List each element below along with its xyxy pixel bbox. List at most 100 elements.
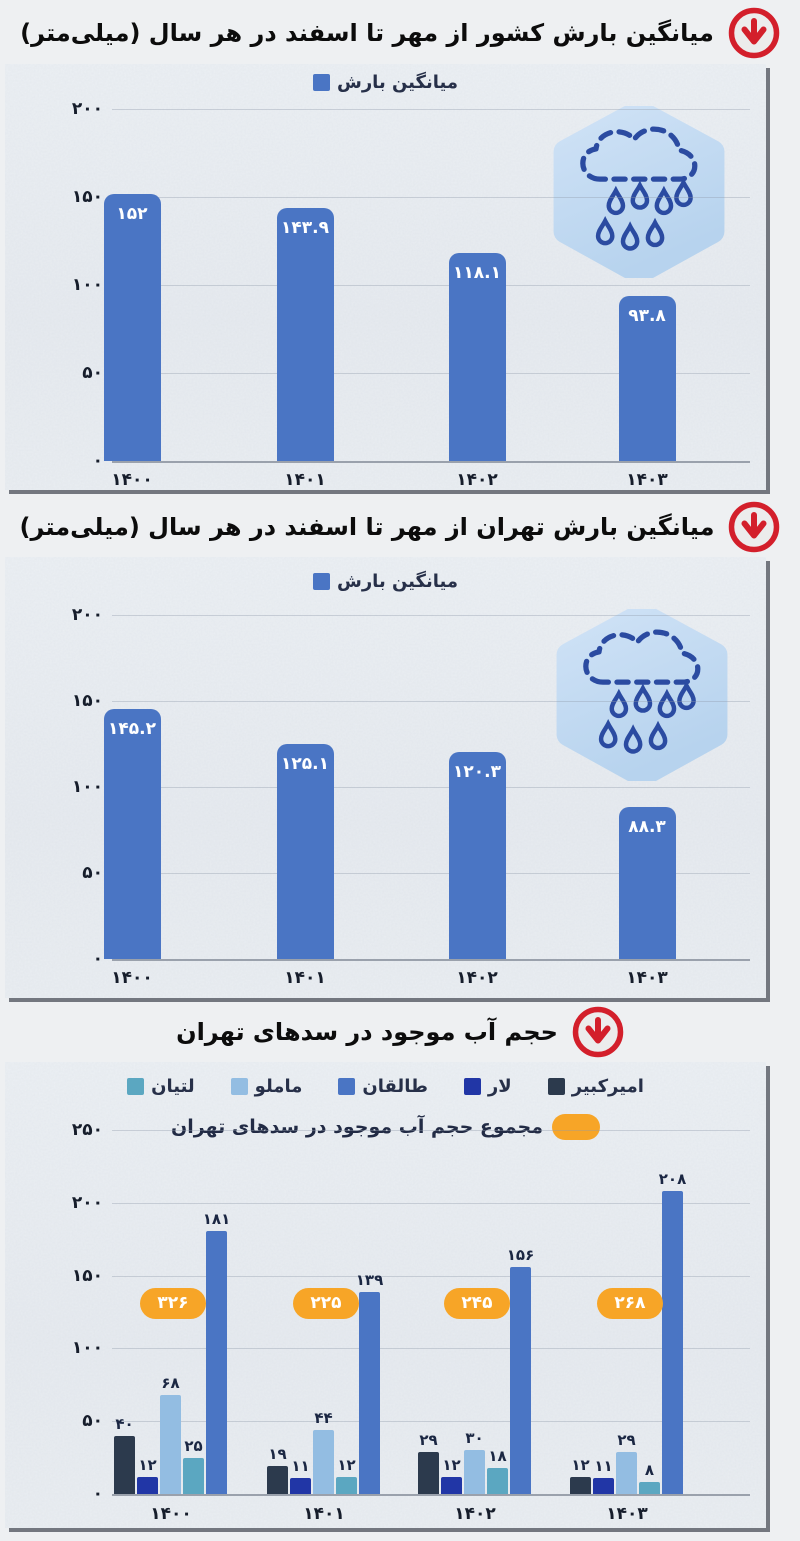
group-bar-value-label: ۱۹	[268, 1445, 287, 1464]
x-tick-label: ۱۴۰۳	[626, 968, 668, 988]
country-rainfall-chart: میانگین بارش ۲۰۰ ۱۵۰ ۱۰۰ ۵۰ ۰ ۱۵۲ ۱۴۰۰ ۱۴۳.۹ ۱۴۰…	[5, 64, 766, 490]
x-tick-label: ۱۴۰۳	[606, 1504, 648, 1524]
bar	[336, 1476, 357, 1494]
legend-item: طالقان	[338, 1076, 428, 1097]
bar	[359, 1291, 380, 1494]
bar-value-label: ۱۴۳.۹	[281, 217, 329, 238]
legend-label: لار	[487, 1076, 512, 1097]
legend-item: میانگین بارش	[312, 72, 458, 93]
page-title: میانگین بارش تهران از مهر تا اسفند در هر…	[19, 513, 715, 541]
group-bar-value-label: ۱۸۱	[202, 1209, 231, 1228]
bar	[276, 743, 334, 959]
dam-series-legend: امیرکبیر لار طالقان ماملو لتیان	[5, 1076, 766, 1097]
section-title-country-rainfall: میانگین بارش کشور از مهر تا اسفند در هر …	[0, 6, 800, 60]
circle-arrow-down-icon	[729, 501, 780, 553]
legend-swatch	[463, 1078, 481, 1095]
x-tick-label: ۱۴۰۰	[111, 968, 153, 988]
legend-swatch	[338, 1078, 356, 1095]
legend-item: لار	[463, 1076, 512, 1097]
bar	[267, 1466, 288, 1494]
bar	[510, 1266, 531, 1494]
total-legend-pill	[552, 1114, 600, 1140]
bar	[103, 193, 161, 461]
group-bar-value-label: ۳۰	[465, 1429, 484, 1448]
group-bar-value-label: ۶۸	[161, 1374, 180, 1392]
grid-line	[112, 1494, 750, 1496]
grid-line	[112, 701, 750, 702]
bar	[114, 1435, 135, 1494]
y-tick-label: ۱۰۰	[71, 275, 103, 295]
bar	[448, 253, 506, 461]
bar	[137, 1476, 158, 1494]
bar	[183, 1457, 204, 1494]
tehran-rainfall-chart: میانگین بارش ۲۰۰ ۱۵۰ ۱۰۰ ۵۰ ۰ ۱۴۵.۲ ۱۴۰۰ ۱۲۵.۱ ۱…	[5, 557, 766, 998]
legend-item: میانگین بارش	[312, 571, 458, 592]
legend-label: طالقان	[362, 1076, 428, 1097]
bar	[313, 1429, 334, 1494]
circle-arrow-down-icon	[728, 7, 780, 59]
total-badge: ۳۲۶	[140, 1288, 206, 1319]
bar	[662, 1191, 683, 1494]
group-bar-value-label: ۸	[644, 1461, 655, 1480]
bar	[464, 1450, 485, 1494]
y-tick-label: ۱۵۰	[71, 1265, 103, 1286]
x-tick-label: ۱۴۰۰	[150, 1504, 192, 1524]
x-tick-label: ۱۴۰۱	[303, 1504, 345, 1524]
group-bar-value-label: ۱۲	[337, 1455, 356, 1474]
grid-line	[112, 1348, 750, 1350]
legend-swatch	[230, 1078, 248, 1095]
grid-line	[112, 959, 750, 961]
grid-line	[112, 1202, 750, 1204]
legend-swatch	[312, 74, 330, 91]
legend-label: ماملو	[254, 1076, 303, 1097]
bar	[487, 1467, 508, 1494]
chart-legend: میانگین بارش	[5, 72, 766, 93]
y-tick-label: ۱۵۰	[71, 187, 103, 207]
total-badge: ۲۲۵	[293, 1288, 359, 1319]
bar	[418, 1451, 439, 1494]
bar-value-label: ۸۸.۳	[628, 817, 666, 838]
bar	[616, 1451, 637, 1494]
section-title-dam-volume: حجم آب موجود در سدهای تهران	[0, 1005, 800, 1059]
legend-label: میانگین بارش	[336, 72, 458, 93]
y-tick-label: ۰	[92, 1484, 103, 1504]
bar	[290, 1478, 311, 1494]
y-tick-label: ۲۰۰	[71, 99, 103, 119]
bar-value-label: ۱۲۵.۱	[281, 753, 329, 774]
bar	[206, 1230, 227, 1494]
bar	[639, 1482, 660, 1494]
total-volume-legend: مجموع حجم آب موجود در سدهای تهران	[5, 1114, 766, 1140]
grid-line	[112, 787, 750, 788]
bar	[618, 295, 676, 461]
group-bar-value-label: ۱۲	[138, 1455, 157, 1474]
y-tick-label: ۲۰۰	[71, 605, 103, 625]
y-tick-label: ۲۰۰	[71, 1192, 103, 1213]
bar	[618, 807, 676, 959]
bar	[593, 1478, 614, 1494]
grid-line	[112, 1130, 750, 1131]
group-bar-value-label: ۲۰۸	[658, 1170, 687, 1189]
circle-arrow-down-icon	[572, 1006, 624, 1058]
bar-value-label: ۱۱۸.۱	[453, 263, 501, 284]
x-tick-label: ۱۴۰۰	[111, 470, 153, 490]
bar	[441, 1476, 462, 1494]
bar	[276, 207, 334, 461]
group-bar-value-label: ۴۰	[115, 1414, 134, 1433]
grid-line	[112, 461, 750, 463]
group-bar-value-label: ۱۲	[442, 1455, 461, 1474]
group-bar-value-label: ۱۲	[571, 1455, 590, 1474]
y-tick-label: ۵۰	[82, 1411, 103, 1432]
grid-line	[112, 1421, 750, 1423]
bar	[570, 1476, 591, 1494]
total-badge: ۲۶۸	[597, 1288, 663, 1319]
legend-item: لتیان	[127, 1076, 195, 1097]
total-legend-label: مجموع حجم آب موجود در سدهای تهران	[171, 1116, 543, 1138]
bar-value-label: ۱۲۰.۳	[453, 762, 501, 783]
legend-label: میانگین بارش	[336, 571, 458, 592]
legend-label: امیرکبیر	[571, 1076, 644, 1097]
bar-value-label: ۱۴۵.۲	[108, 719, 156, 740]
legend-label: لتیان	[151, 1076, 195, 1097]
x-tick-label: ۱۴۰۲	[456, 968, 498, 988]
y-tick-label: ۱۵۰	[71, 691, 103, 711]
